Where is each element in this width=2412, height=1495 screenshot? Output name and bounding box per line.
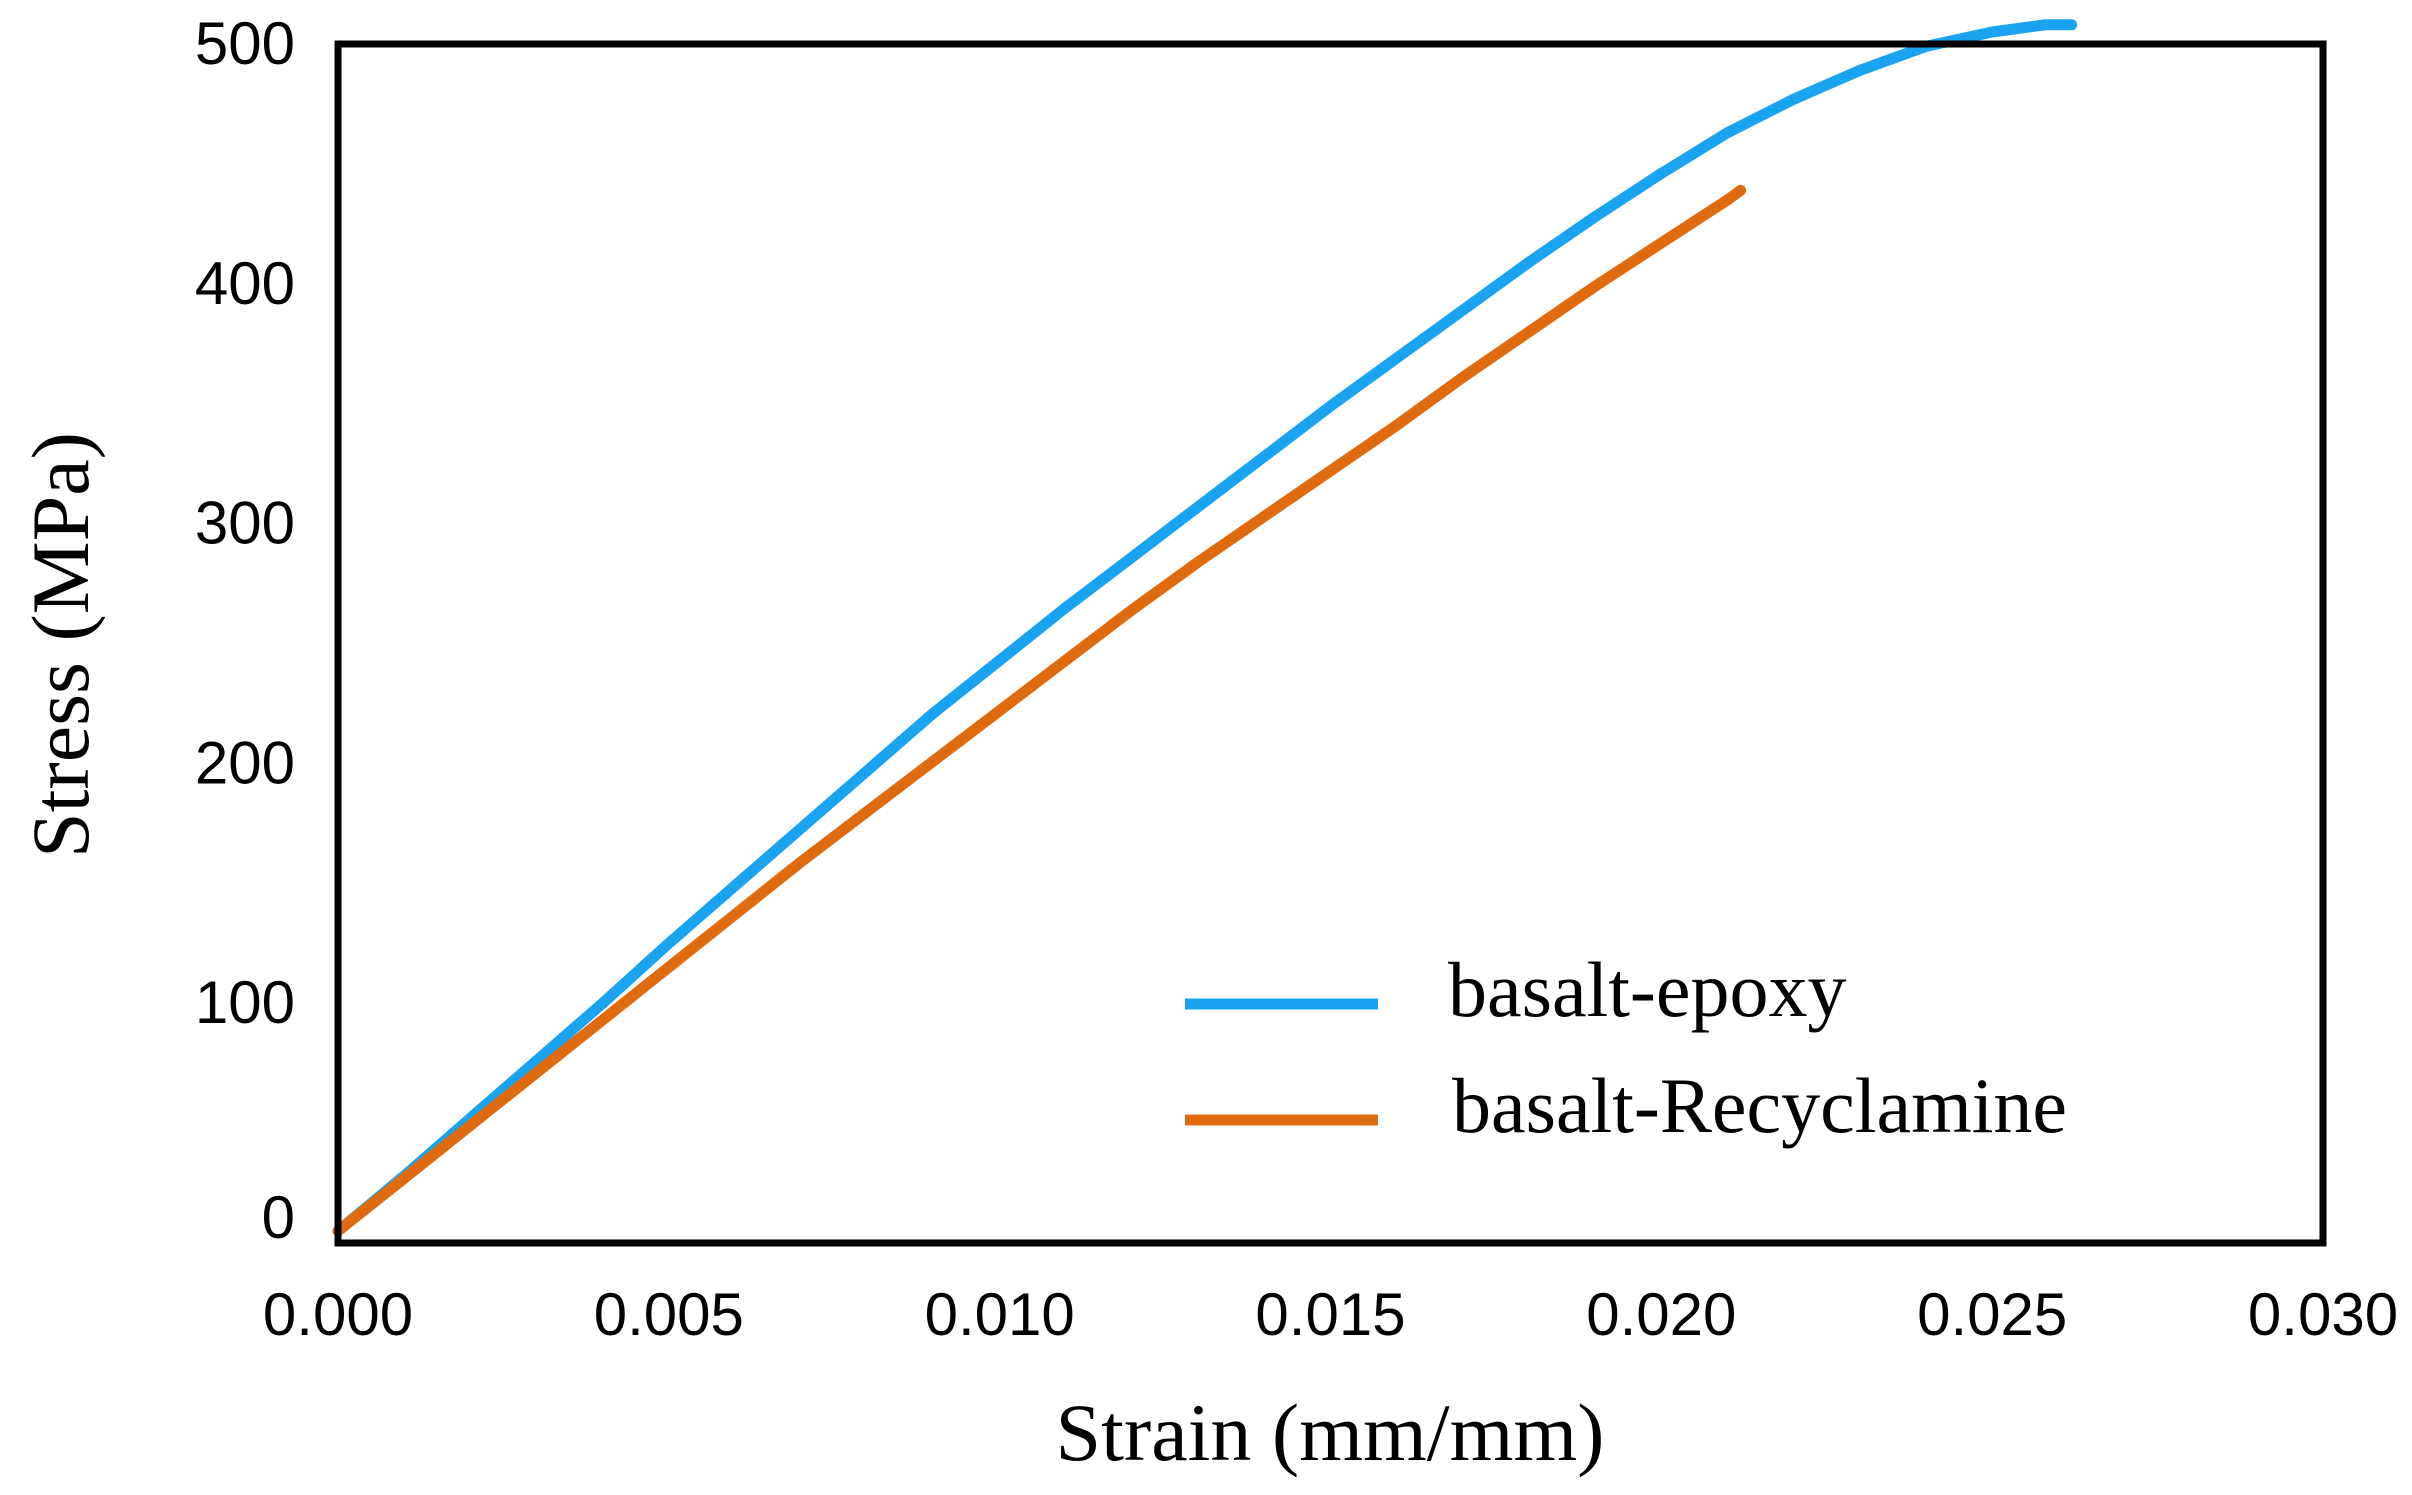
y-tick-label: 400 (195, 250, 295, 317)
y-tick-label: 500 (195, 10, 295, 77)
x-tick-label: 0.030 (2248, 1281, 2398, 1348)
y-tick-label: 0 (262, 1184, 295, 1251)
series-line-basalt-epoxy (332, 19, 2078, 1237)
x-tick-label: 0.000 (263, 1281, 413, 1348)
legend-label-basalt-epoxy: basalt-epoxy (1448, 946, 1847, 1033)
legend-label-basalt-recyclamine: basalt-Recyclamine (1452, 1062, 2067, 1149)
x-axis-label: Strain (mm/mm) (1056, 1387, 1605, 1478)
x-tick-label: 0.015 (1255, 1281, 1405, 1348)
y-tick-label: 200 (195, 729, 295, 796)
series-layer (332, 19, 2078, 1237)
legend: basalt-epoxy basalt-Recyclamine (1185, 946, 2067, 1149)
y-axis-label: Stress (MPa) (15, 432, 106, 858)
x-tick-label: 0.025 (1917, 1281, 2067, 1348)
x-tick-labels: 0.000 0.005 0.010 0.015 0.020 0.025 0.030 (263, 1281, 2398, 1348)
plot-frame (334, 40, 2327, 1247)
x-tick-label: 0.020 (1586, 1281, 1736, 1348)
y-tick-labels: 0 100 200 300 400 500 (195, 10, 295, 1251)
x-tick-label: 0.005 (594, 1281, 744, 1348)
x-tick-label: 0.010 (925, 1281, 1075, 1348)
y-tick-label: 100 (195, 969, 295, 1036)
series-line-basalt-recyclamine (332, 184, 1747, 1237)
y-tick-label: 300 (195, 490, 295, 557)
